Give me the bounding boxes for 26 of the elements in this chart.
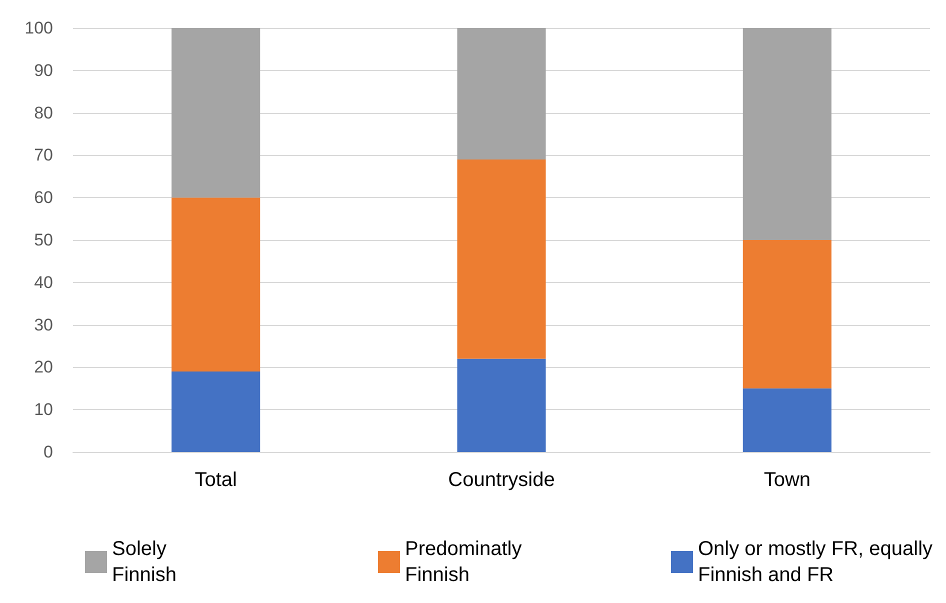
y-tick-label: 40 xyxy=(34,272,53,292)
legend-label: Only or mostly FR, equally Finnish and FR xyxy=(698,538,938,586)
legend-label: Solely Finnish xyxy=(112,538,176,586)
bar xyxy=(457,28,546,160)
bar xyxy=(742,388,832,452)
x-tick-label: Town xyxy=(764,469,811,491)
bar xyxy=(172,198,260,372)
y-tick-label: 90 xyxy=(34,60,53,80)
bar xyxy=(172,28,260,198)
bar xyxy=(457,159,546,359)
x-tick-label: Countryside xyxy=(448,469,555,491)
y-tick-label: 0 xyxy=(44,442,53,462)
y-tick-label: 30 xyxy=(34,315,53,334)
y-tick-label: 60 xyxy=(34,188,53,208)
y-tick-label: 10 xyxy=(34,400,53,420)
x-tick-label: Total xyxy=(194,469,237,491)
bar xyxy=(742,28,832,240)
bar xyxy=(742,240,832,388)
bar xyxy=(457,358,546,452)
legend-label: Predominatly Finnish xyxy=(405,538,528,586)
y-tick-label: 20 xyxy=(34,358,53,377)
y-tick-label: 80 xyxy=(34,103,53,122)
y-tick-label: 50 xyxy=(34,230,53,250)
bar xyxy=(172,371,260,452)
y-tick-label: 70 xyxy=(34,146,53,165)
y-tick-label: 100 xyxy=(24,18,53,38)
